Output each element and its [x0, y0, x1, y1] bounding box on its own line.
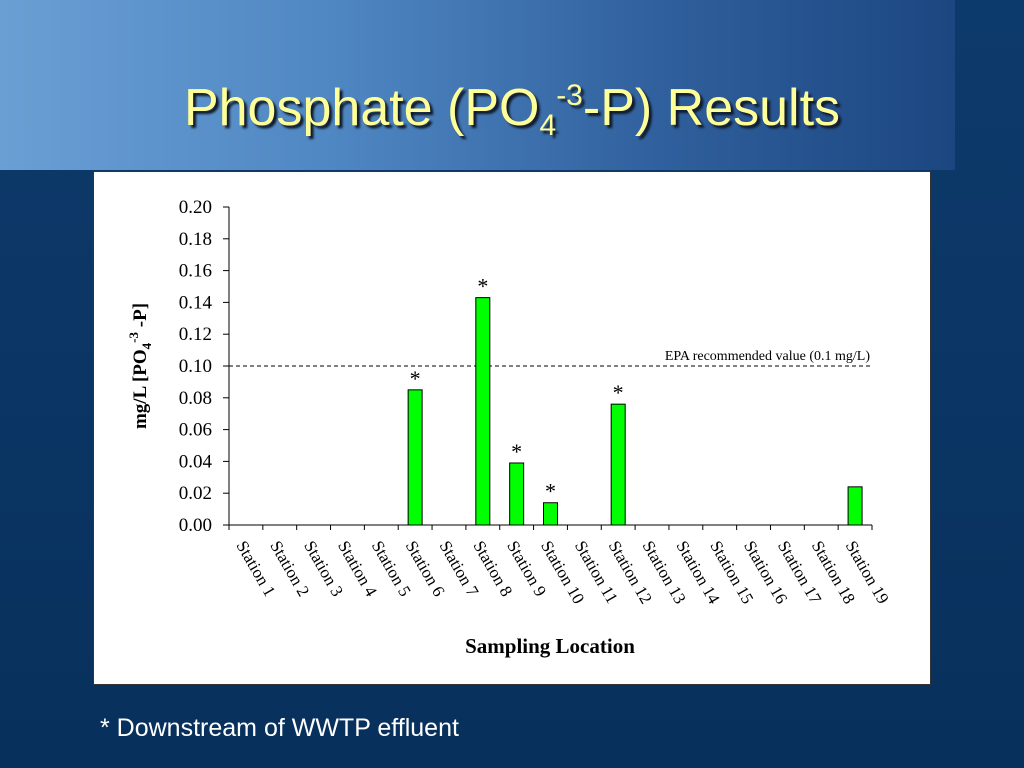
- y-tick-label: 0.00: [179, 515, 212, 536]
- y-axis-title: mg/L [PO4-3 -P]: [126, 303, 154, 429]
- y-tick-label: 0.16: [179, 261, 212, 282]
- downstream-marker: *: [511, 439, 522, 464]
- chart-labels: 0.00 0.02 0.04 0.06 0.08 0.10 0.12 0.14 0.16 0.18…: [126, 197, 893, 658]
- phosphate-bar-chart: 0.00 0.02 0.04 0.06 0.08 0.10 0.12 0.14 0.16 0.18…: [126, 197, 893, 658]
- y-tick-label: 0.08: [179, 388, 212, 409]
- title-end: -P) Results: [582, 79, 841, 137]
- title-band: [0, 0, 955, 170]
- y-tick-label: 0.10: [179, 356, 212, 377]
- chart-bars: [407, 297, 863, 526]
- downstream-marker: *: [410, 366, 421, 391]
- y-tick-label: 0.06: [179, 420, 212, 441]
- title-subscript: 4: [539, 109, 557, 142]
- bar: [509, 462, 525, 526]
- y-tick-label: 0.12: [179, 324, 212, 345]
- chart-panel: 0.00 0.02 0.04 0.06 0.08 0.10 0.12 0.14 0.16 0.18…: [93, 171, 931, 685]
- title-superscript: -3: [556, 79, 583, 112]
- bar: [847, 486, 863, 526]
- bar: [610, 403, 626, 526]
- chart-axes: [223, 206, 873, 530]
- y-tick-label: 0.14: [179, 292, 213, 313]
- reference-line-label: EPA recommended value (0.1 mg/L): [665, 349, 870, 364]
- bar: [543, 502, 558, 526]
- y-tick-label: 0.02: [179, 483, 212, 504]
- y-tick-label: 0.18: [179, 229, 212, 250]
- bar: [407, 389, 423, 526]
- downstream-marker: *: [545, 479, 556, 504]
- y-tick-label: 0.04: [179, 451, 213, 472]
- slide-title: Phosphate (PO4-3-P) Results: [0, 78, 1024, 141]
- downstream-marker: *: [613, 380, 624, 405]
- title-main: Phosphate (PO: [183, 79, 540, 137]
- downstream-marker: *: [477, 274, 488, 299]
- y-tick-label: 0.20: [179, 197, 212, 218]
- footnote: * Downstream of WWTP effluent: [100, 714, 459, 742]
- bar: [475, 297, 491, 526]
- x-axis-title: Sampling Location: [465, 634, 635, 658]
